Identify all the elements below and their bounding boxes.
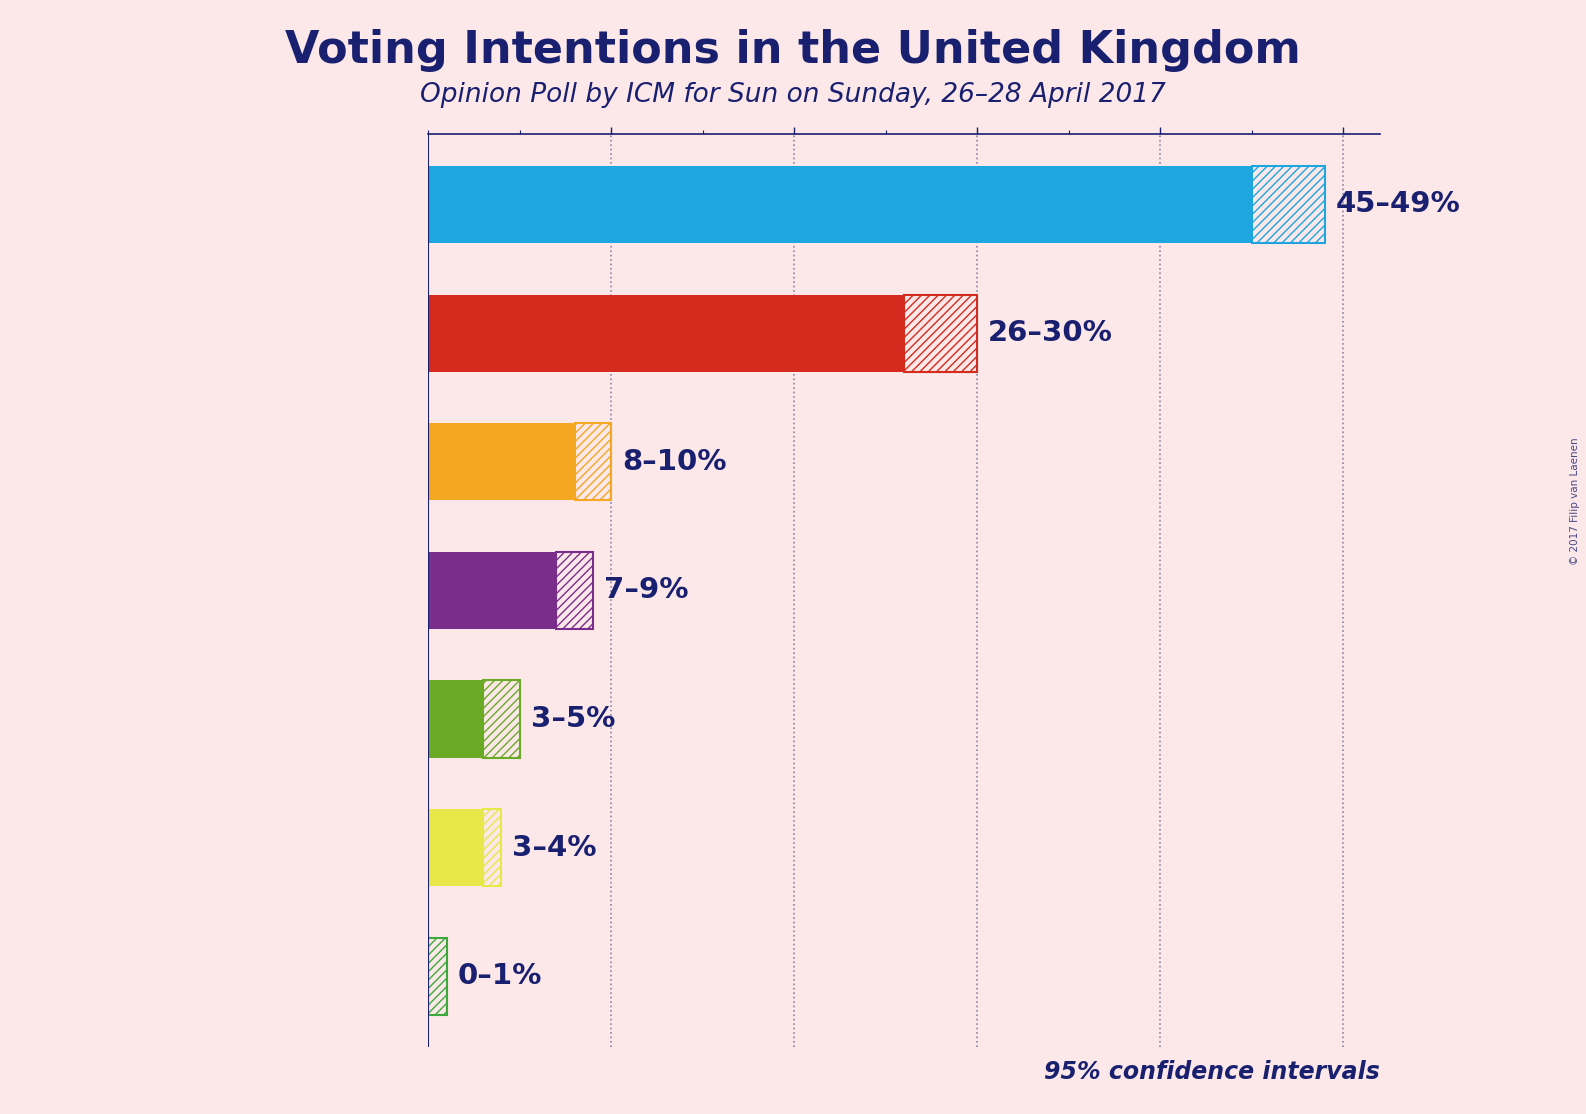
Text: © 2017 Filip van Laenen: © 2017 Filip van Laenen [1570, 438, 1580, 565]
Bar [484, 681, 520, 758]
Text: 26–30%: 26–30% [988, 319, 1113, 348]
Text: 3–4%: 3–4% [512, 833, 596, 862]
Bar [428, 166, 1251, 243]
Text: 7–9%: 7–9% [604, 576, 688, 605]
Bar [557, 551, 593, 629]
Text: 95% confidence intervals: 95% confidence intervals [1044, 1059, 1380, 1084]
Bar [1251, 166, 1324, 243]
Bar [428, 423, 574, 500]
Text: Opinion Poll by ICM for Sun on Sunday, 26–28 April 2017: Opinion Poll by ICM for Sun on Sunday, 2… [420, 81, 1166, 108]
Bar [428, 809, 484, 887]
Bar [428, 681, 484, 758]
Bar [904, 294, 977, 372]
Bar [574, 423, 611, 500]
Text: Voting Intentions in the United Kingdom: Voting Intentions in the United Kingdom [285, 29, 1301, 71]
Bar [428, 294, 904, 372]
Bar [428, 938, 447, 1015]
Text: 3–5%: 3–5% [531, 705, 615, 733]
Text: 45–49%: 45–49% [1335, 190, 1461, 218]
Text: 0–1%: 0–1% [457, 962, 542, 990]
Bar [484, 809, 501, 887]
Bar [428, 551, 557, 629]
Text: 8–10%: 8–10% [622, 448, 726, 476]
